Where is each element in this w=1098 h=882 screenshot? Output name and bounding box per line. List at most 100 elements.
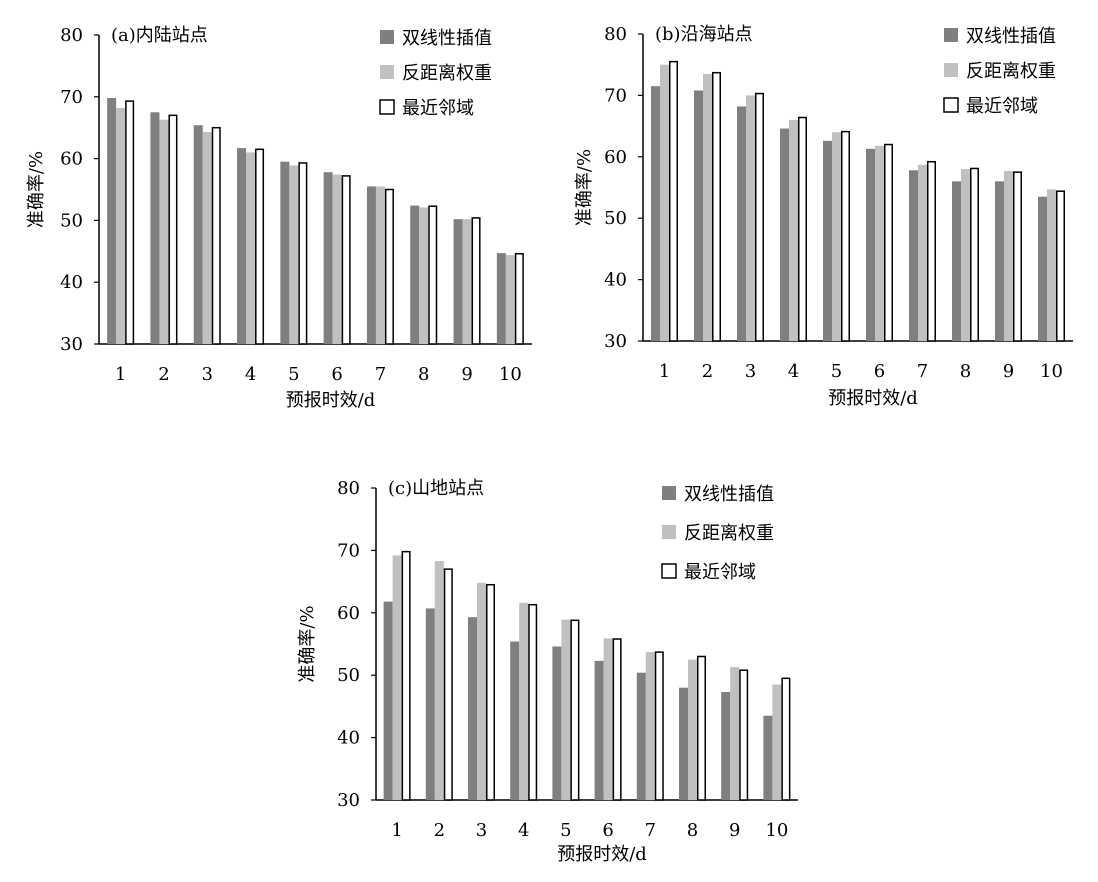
y-axis-label: 准确率/% bbox=[297, 605, 318, 682]
x-tick-label: 9 bbox=[729, 820, 740, 841]
bar-nearest bbox=[712, 71, 721, 342]
bar-idw bbox=[1047, 189, 1056, 341]
bar-nearest bbox=[841, 130, 850, 342]
y-axis-label: 准确率/% bbox=[26, 151, 47, 228]
bar-bilinear bbox=[1038, 196, 1047, 341]
legend-swatch-2 bbox=[379, 99, 395, 115]
bar-nearest bbox=[341, 175, 351, 345]
x-tick-label: 10 bbox=[1040, 361, 1063, 382]
x-tick-label: 3 bbox=[476, 820, 487, 841]
legend-swatch-1 bbox=[380, 65, 394, 79]
bar-nearest bbox=[255, 148, 265, 345]
legend-label: 双线性插值 bbox=[402, 28, 492, 49]
bar-bilinear bbox=[866, 148, 875, 341]
y-tick-label: 80 bbox=[60, 25, 83, 46]
bar-idw bbox=[961, 169, 970, 341]
y-tick-label: 60 bbox=[60, 149, 83, 170]
bar-bilinear bbox=[780, 128, 789, 341]
bar-bilinear bbox=[594, 660, 604, 800]
bar-nearest bbox=[927, 160, 936, 342]
bar-idw bbox=[505, 255, 515, 344]
y-tick-label: 80 bbox=[337, 478, 360, 499]
y-tick-label: 80 bbox=[604, 24, 627, 45]
bar-nearest bbox=[739, 669, 749, 801]
x-tick-label: 5 bbox=[831, 361, 842, 382]
bar-idw bbox=[332, 174, 342, 344]
bar-idw bbox=[772, 684, 782, 800]
bar-bilinear bbox=[721, 692, 731, 800]
y-tick-label: 70 bbox=[604, 85, 627, 106]
bar-idw bbox=[462, 219, 472, 344]
x-tick-label: 4 bbox=[518, 820, 529, 841]
bar-bilinear bbox=[823, 140, 832, 341]
bar-bilinear bbox=[193, 125, 203, 344]
bar-idw bbox=[561, 619, 571, 800]
bar-idw bbox=[392, 555, 402, 800]
bar-bilinear bbox=[763, 715, 773, 800]
bar-bilinear bbox=[453, 219, 463, 344]
bar-nearest bbox=[697, 655, 706, 801]
bar-idw bbox=[419, 207, 429, 344]
bar-nearest bbox=[298, 162, 308, 345]
legend-label: 反距离权重 bbox=[402, 63, 492, 84]
bar-nearest bbox=[486, 583, 495, 801]
bar-nearest bbox=[125, 100, 135, 345]
legend-label: 最近邻域 bbox=[402, 98, 474, 119]
y-tick-label: 30 bbox=[60, 334, 83, 355]
bar-bilinear bbox=[679, 687, 688, 800]
bar-bilinear bbox=[694, 90, 703, 341]
y-tick-label: 30 bbox=[337, 790, 360, 811]
bar-idw bbox=[202, 132, 212, 344]
x-tick-label: 1 bbox=[115, 364, 126, 385]
bar-idw bbox=[918, 164, 927, 341]
y-tick-label: 70 bbox=[337, 540, 360, 561]
bar-nearest bbox=[471, 217, 481, 345]
bar-bilinear bbox=[425, 608, 435, 800]
bar-bilinear bbox=[237, 148, 247, 344]
bar-nearest bbox=[970, 167, 979, 342]
x-tick-label: 8 bbox=[960, 361, 971, 382]
x-tick-label: 9 bbox=[461, 364, 472, 385]
bar-nearest bbox=[428, 205, 438, 345]
bar-nearest bbox=[781, 677, 791, 801]
bar-nearest bbox=[884, 143, 893, 342]
x-tick-label: 5 bbox=[288, 364, 299, 385]
bar-idw bbox=[746, 95, 755, 342]
bar-nearest bbox=[401, 550, 411, 801]
x-axis-label: 预报时效/d bbox=[828, 388, 918, 409]
legend-label: 最近邻域 bbox=[684, 562, 756, 583]
bar-bilinear bbox=[280, 161, 290, 344]
bar-bilinear bbox=[410, 205, 420, 344]
y-tick-label: 40 bbox=[60, 272, 83, 293]
bar-idw bbox=[519, 602, 529, 800]
y-tick-label: 40 bbox=[604, 270, 627, 291]
legend-swatch-1 bbox=[944, 63, 958, 77]
legend-swatch-2 bbox=[661, 563, 677, 579]
bar-idw bbox=[832, 132, 841, 341]
legend-swatch-0 bbox=[944, 28, 958, 42]
x-tick-label: 8 bbox=[687, 820, 698, 841]
legend-label: 最近邻域 bbox=[966, 96, 1038, 117]
x-axis-label: 预报时效/d bbox=[557, 844, 647, 865]
bar-bilinear bbox=[995, 181, 1004, 341]
bar-bilinear bbox=[909, 170, 918, 341]
y-tick-label: 40 bbox=[337, 728, 360, 749]
x-tick-label: 2 bbox=[702, 361, 713, 382]
bar-idw bbox=[434, 561, 444, 800]
legend-label: 双线性插值 bbox=[966, 26, 1056, 47]
x-tick-label: 3 bbox=[745, 361, 756, 382]
legend-label: 双线性插值 bbox=[684, 484, 774, 505]
bar-idw bbox=[116, 107, 126, 344]
x-tick-label: 5 bbox=[560, 820, 571, 841]
x-tick-label: 7 bbox=[375, 364, 386, 385]
bar-nearest bbox=[798, 116, 807, 342]
y-tick-label: 50 bbox=[60, 210, 83, 231]
bar-nearest bbox=[755, 92, 764, 342]
bar-idw bbox=[289, 165, 299, 344]
bar-bilinear bbox=[552, 646, 562, 800]
x-tick-label: 9 bbox=[1003, 361, 1014, 382]
chart-title: (a)内陆站点 bbox=[111, 25, 208, 46]
bar-idw bbox=[645, 652, 655, 800]
